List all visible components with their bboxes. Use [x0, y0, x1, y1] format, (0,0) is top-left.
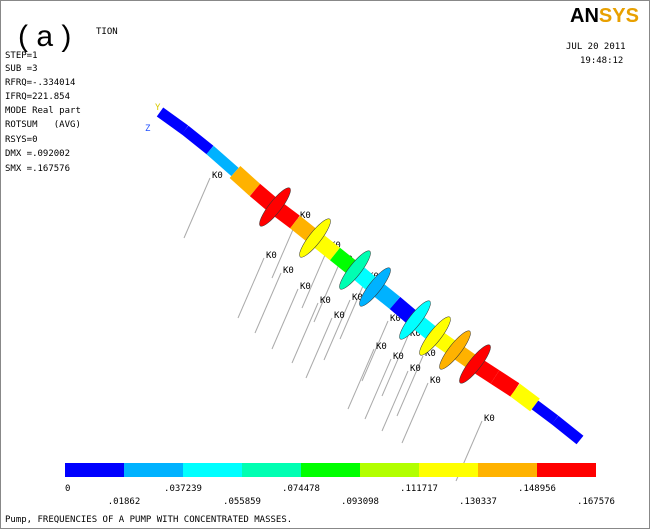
support-line: [381, 370, 409, 432]
legend-label: .148956: [518, 484, 556, 494]
header-fragment: TION: [96, 27, 118, 37]
info-line: IFRQ=221.854: [5, 92, 70, 102]
shaft-segment: [510, 383, 540, 412]
disk: [299, 218, 331, 258]
info-line: RFRQ=-.334014: [5, 78, 75, 88]
legend-swatch: [360, 463, 419, 477]
panel-label: ( a ): [18, 20, 71, 53]
shaft-segment: [551, 415, 584, 445]
logo-sys: SYS: [599, 5, 639, 27]
info-line: DMX =.092002: [5, 149, 70, 159]
logo-an: AN: [570, 5, 599, 27]
support-line: [237, 257, 265, 319]
legend-label: .093098: [341, 497, 379, 507]
mass-label: K0: [390, 314, 401, 324]
mass-label: K0: [300, 282, 311, 292]
info-line: ROTSUM (AVG): [5, 120, 81, 130]
support-line: [183, 177, 211, 239]
footer: Pump, FREQUENCIES OF A PUMP WITH CONCENT…: [5, 515, 292, 525]
date: JUL 20 2011: [566, 42, 626, 52]
disk: [419, 316, 451, 356]
legend-swatch: [478, 463, 537, 477]
legend-swatch: [242, 463, 301, 477]
info-line: RSYS=0: [5, 135, 38, 145]
shaft-segment: [229, 166, 261, 196]
legend-label: .074478: [282, 484, 320, 494]
legend-swatch: [65, 463, 124, 477]
support-line: [291, 302, 319, 364]
mass-label: K0: [300, 211, 311, 221]
legend-swatch: [124, 463, 183, 477]
support-line: [313, 261, 341, 323]
mass-label: K0: [320, 296, 331, 306]
support-line: [401, 382, 429, 444]
mass-label: K0: [430, 376, 441, 386]
legend-label: .037239: [164, 484, 202, 494]
logo: ANSYS: [570, 5, 639, 27]
color-legend: 0 .01862 .037239 .055859 .074478 .093098 .1117…: [65, 463, 615, 507]
support-line: [396, 355, 424, 417]
legend-label: .055859: [223, 497, 261, 507]
mass-label: K0: [410, 364, 421, 374]
shaft-segment: [531, 400, 559, 425]
disk: [459, 344, 491, 384]
disk: [439, 330, 471, 370]
mass-label: K0: [410, 329, 421, 339]
disk: [339, 250, 371, 290]
legend-swatch: [537, 463, 596, 477]
mass-label: K0: [393, 352, 404, 362]
shaft-segment: [206, 145, 239, 177]
legend-swatch: [301, 463, 360, 477]
disk: [359, 267, 391, 307]
legend-swatch: [419, 463, 478, 477]
support-line: [254, 272, 282, 334]
triad-z: Z: [145, 124, 151, 134]
support-line: [339, 278, 367, 340]
legend-label: .167576: [577, 497, 615, 507]
shaft-segment: [156, 107, 189, 135]
support-line: [361, 320, 389, 382]
info-line: SUB =3: [5, 64, 38, 74]
legend-swatch: [183, 463, 242, 477]
mass-label: K0: [334, 311, 345, 321]
support-line: [271, 288, 299, 350]
mass-label: K0: [352, 293, 363, 303]
triad-y: Y: [155, 103, 161, 113]
mass-label: K0: [376, 342, 387, 352]
support-line: [323, 299, 351, 361]
mass-label: K0: [484, 414, 495, 424]
support-line: [347, 348, 375, 410]
support-line: [381, 335, 409, 397]
legend-label: .130337: [459, 497, 497, 507]
info-line: MODE Real part: [5, 106, 81, 116]
info-line: SMX =.167576: [5, 164, 70, 174]
mass-label: K0: [283, 266, 294, 276]
support-line: [301, 247, 329, 309]
support-line: [364, 358, 392, 420]
shaft-segment: [490, 370, 520, 397]
model: K0K0K0K0K0K0K0K0K0K0K0K0K0K0K0K0K0K0K0: [156, 107, 584, 482]
info-line: STEP=1: [5, 51, 38, 61]
legend-label: .111717: [400, 484, 438, 494]
legend-label: .01862: [108, 497, 141, 507]
legend-label: 0: [65, 484, 70, 494]
support-line: [305, 317, 333, 379]
disk: [259, 187, 291, 227]
mass-label: K0: [266, 251, 277, 261]
mass-label: K0: [425, 349, 436, 359]
time: 19:48:12: [580, 56, 623, 66]
disk: [399, 300, 431, 340]
shaft-segment: [181, 125, 214, 155]
mass-label: K0: [212, 171, 223, 181]
